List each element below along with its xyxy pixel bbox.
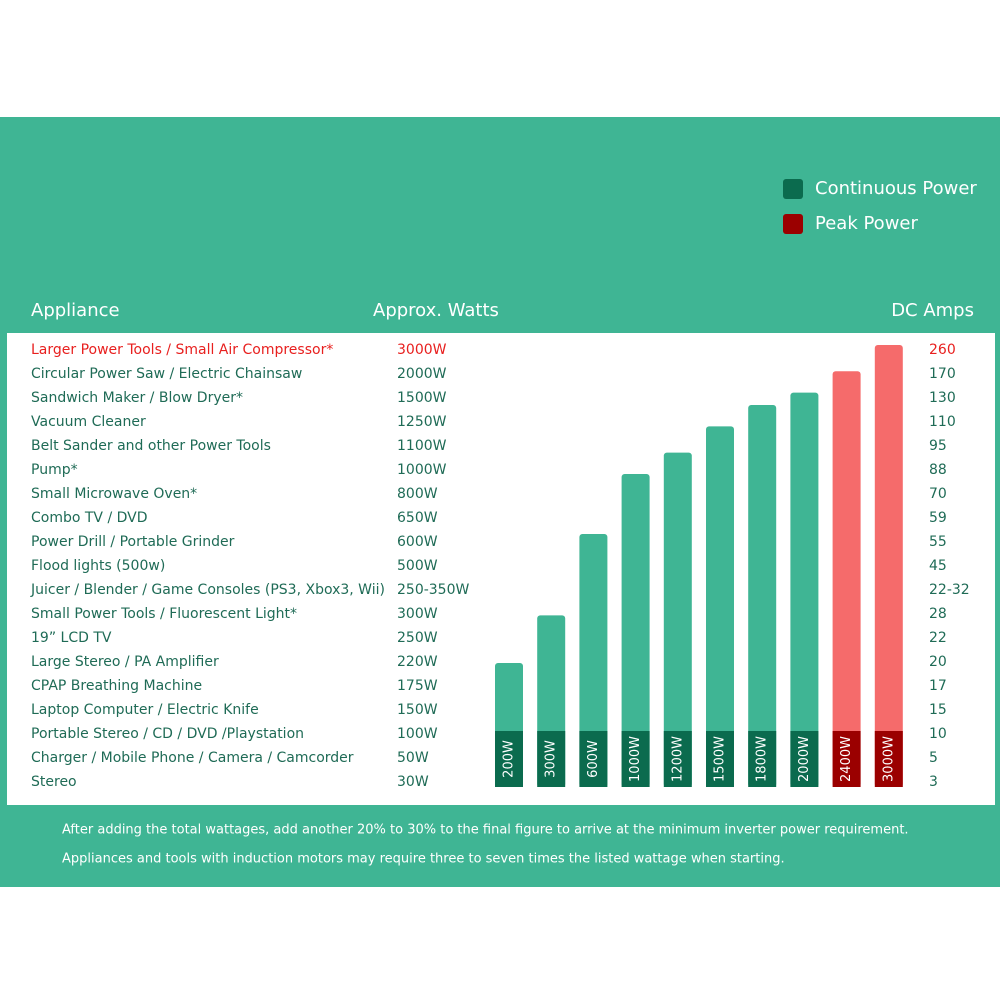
bar [621,474,650,787]
table-cell: 650W [397,510,438,526]
table-cell: 600W [397,534,438,550]
table-cell: 1250W [397,414,447,430]
bar [832,371,861,787]
bar-value-label: 1200W [670,736,685,782]
column-header: Appliance [31,300,120,321]
table-cell: Large Stereo / PA Amplifier [31,654,219,670]
table-cell: Larger Power Tools / Small Air Compresso… [31,342,333,358]
table-cell: 170 [929,366,956,382]
bar-label-band [495,731,523,787]
table-cell: 55 [929,534,947,550]
table-cell: Flood lights (500w) [31,558,165,574]
table-cell: 10 [929,726,947,742]
legend-swatch [783,179,803,199]
table-cell: 59 [929,510,947,526]
table-cell: 5 [929,750,938,766]
table-cell: 1000W [397,462,447,478]
table-cell: 220W [397,654,438,670]
bar-label-band [537,731,566,787]
table-cell: 130 [929,390,956,406]
table-cell: Circular Power Saw / Electric Chainsaw [31,366,302,382]
table-cell: 88 [929,462,947,478]
bar [874,345,903,787]
bar-value-label: 2000W [797,736,812,782]
legend-swatch [783,214,803,234]
table-cell: Power Drill / Portable Grinder [31,534,235,550]
bar-value-label: 300W [544,740,559,778]
table-cell: CPAP Breathing Machine [31,678,202,694]
bar-label-band [790,731,819,787]
bar-label-band [874,731,903,787]
bar-label-band [663,731,692,787]
table-cell: Belt Sander and other Power Tools [31,438,271,454]
table-cell: 19” LCD TV [31,630,112,646]
table-cell: 95 [929,438,947,454]
bar-value-label: 1000W [628,736,643,782]
bar-label-band [621,731,650,787]
column-header: Approx. Watts [373,300,499,321]
table-cell: Small Microwave Oven* [31,486,197,502]
bar-label-band [748,731,777,787]
bar-value-label: 2400W [839,736,854,782]
bar [663,452,692,787]
table-cell: Stereo [31,774,77,790]
table-cell: Vacuum Cleaner [31,414,146,430]
table-cell: 300W [397,606,438,622]
bar-label-band [579,731,608,787]
table-cell: Pump* [31,462,78,478]
bar-value-label: 200W [502,740,517,778]
table-cell: 2000W [397,366,447,382]
table-cell: 30W [397,774,429,790]
table-cell: 45 [929,558,947,574]
table-cell: Portable Stereo / CD / DVD /Playstation [31,726,304,742]
table-cell: 110 [929,414,956,430]
table-cell: 22 [929,630,947,646]
table-cell: 250W [397,630,438,646]
table-cell: 3000W [397,342,447,358]
table-cell: 500W [397,558,438,574]
bar-value-label: 1500W [713,736,728,782]
table-cell: 3 [929,774,938,790]
bar [579,533,608,787]
table-cell: 28 [929,606,947,622]
note: After adding the total wattages, add ano… [62,823,909,838]
table-cell: 150W [397,702,438,718]
table-cell: 22-32 [929,582,970,598]
table-cell: Charger / Mobile Phone / Camera / Camcor… [31,750,354,766]
bar-value-label: 1800W [755,736,770,782]
bar-label-band [706,731,734,787]
table-cell: Juicer / Blender / Game Consoles (PS3, X… [30,582,385,598]
table-cell: 250-350W [397,582,469,598]
column-header: DC Amps [891,300,974,321]
table-cell: 50W [397,750,429,766]
table-cell: 175W [397,678,438,694]
table-cell: 1500W [397,390,447,406]
bar [748,404,777,787]
legend-label: Continuous Power [815,178,977,199]
bar [790,392,819,787]
table-cell: 17 [929,678,947,694]
table-cell: Small Power Tools / Fluorescent Light* [31,606,297,622]
bar-label-band [832,731,861,787]
table-cell: Combo TV / DVD [31,510,148,526]
bar-value-label: 600W [586,740,601,778]
table-cell: 20 [929,654,947,670]
table-cell: 70 [929,486,947,502]
table-cell: Laptop Computer / Electric Knife [31,702,259,718]
table-cell: 100W [397,726,438,742]
table-cell: 800W [397,486,438,502]
table-cell: Sandwich Maker / Blow Dryer* [31,390,243,406]
note: Appliances and tools with induction moto… [62,852,785,867]
table-cell: 15 [929,702,947,718]
table-cell: 260 [929,342,956,358]
bar-value-label: 3000W [881,736,896,782]
bar [706,426,734,787]
table-cell: 1100W [397,438,447,454]
legend-label: Peak Power [815,213,918,234]
